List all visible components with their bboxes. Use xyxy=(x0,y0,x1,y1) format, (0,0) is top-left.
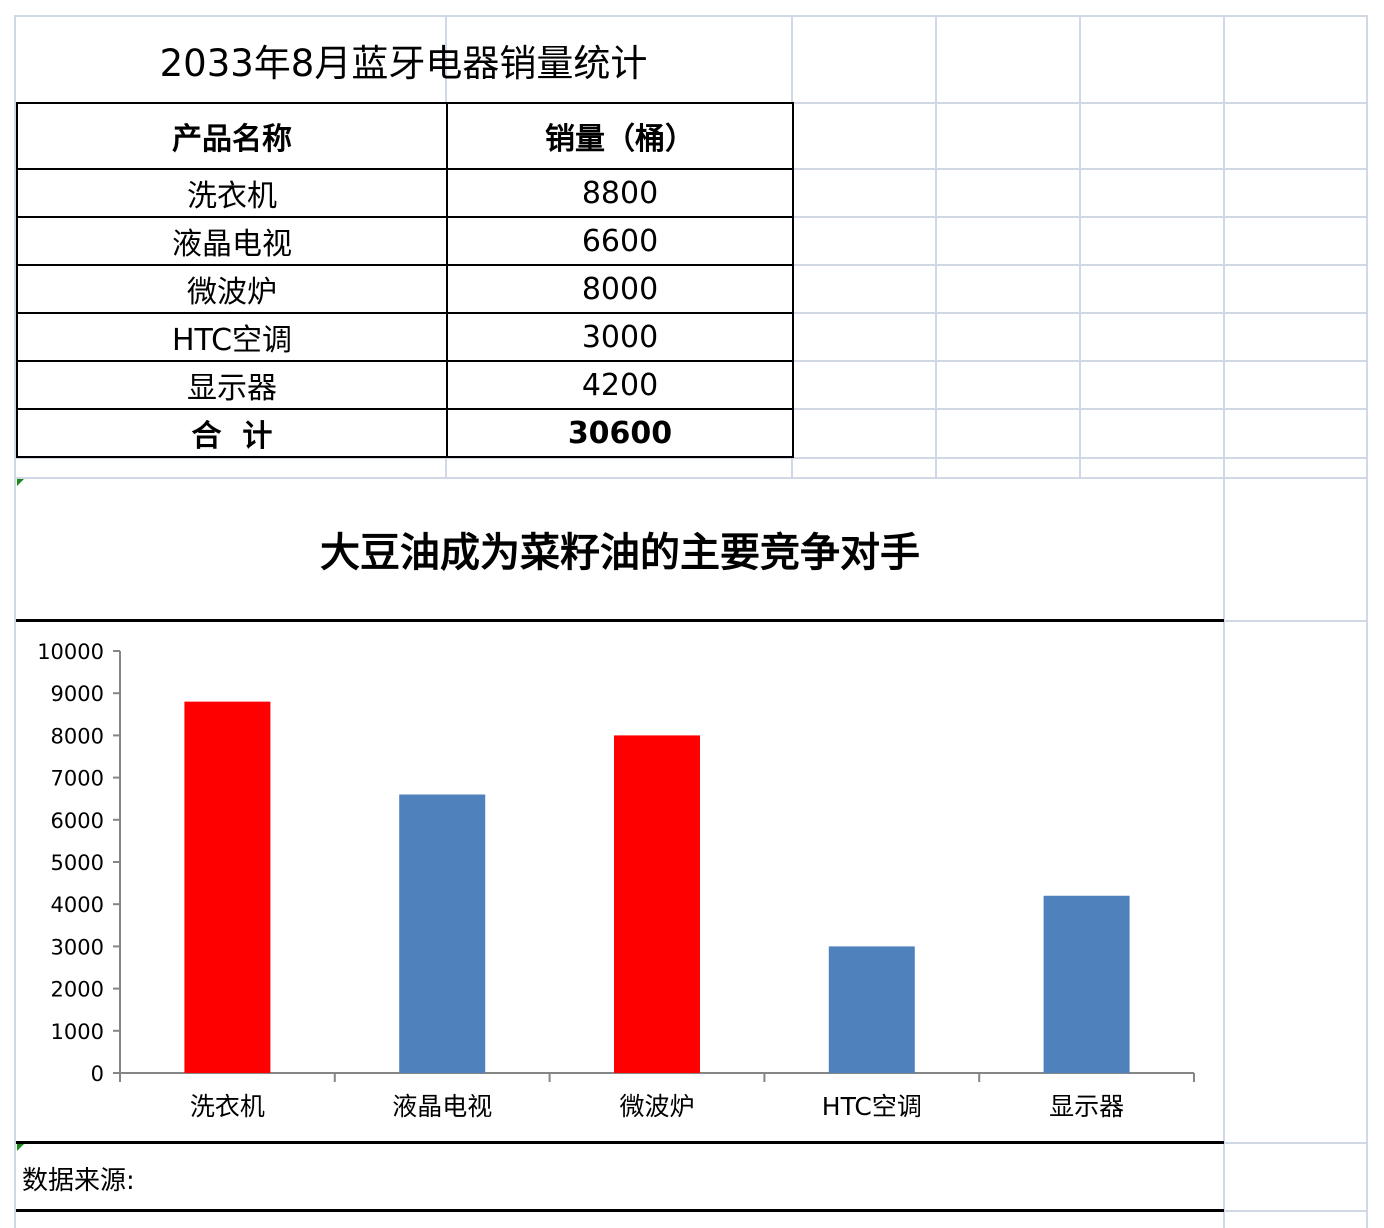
sales-table: 产品名称 销量（桶） 洗衣机 8800 液晶电视 6600 微波炉 8000 H… xyxy=(16,102,794,458)
bar-1[interactable] xyxy=(399,794,486,1073)
y-tick-label: 0 xyxy=(91,1062,104,1086)
grid-line-h xyxy=(1223,1142,1367,1144)
table-row: 微波炉 8000 xyxy=(16,264,794,314)
chart-top-border xyxy=(16,619,1224,622)
grid-line-h xyxy=(1223,620,1367,622)
grid-line-h xyxy=(791,168,1367,170)
table-row: 洗衣机 8800 xyxy=(16,168,794,218)
table-header-row: 产品名称 销量（桶） xyxy=(16,102,794,170)
table-total-row: 合 计 30600 xyxy=(16,408,794,458)
grid-line-h xyxy=(14,457,1367,459)
grid-line-v xyxy=(1079,15,1081,478)
grid-line-h xyxy=(791,264,1367,266)
bar-4[interactable] xyxy=(1043,895,1130,1073)
cell-product-name[interactable]: HTC空调 xyxy=(16,312,448,362)
y-tick-label: 6000 xyxy=(51,809,104,833)
cell-product-name[interactable]: 洗衣机 xyxy=(16,168,448,218)
y-tick-label: 1000 xyxy=(51,1020,104,1044)
x-tick-label: HTC空调 xyxy=(822,1092,922,1121)
header-sales[interactable]: 销量（桶） xyxy=(446,102,794,170)
y-tick-label: 7000 xyxy=(51,767,104,791)
y-tick-label: 3000 xyxy=(51,935,104,959)
y-tick-label: 9000 xyxy=(51,682,104,706)
y-tick-label: 4000 xyxy=(51,893,104,917)
x-tick-label: 液晶电视 xyxy=(392,1092,492,1121)
x-tick-label: 微波炉 xyxy=(619,1092,694,1121)
grid-line-h xyxy=(1223,1210,1367,1212)
cell-product-name[interactable]: 显示器 xyxy=(16,360,448,410)
grid-line-h xyxy=(791,102,1367,104)
x-tick-label: 洗衣机 xyxy=(190,1092,265,1121)
grid-line-v xyxy=(935,15,937,478)
data-source-label[interactable]: 数据来源: xyxy=(22,1166,135,1196)
grid-line-h xyxy=(14,15,1367,17)
table-row: HTC空调 3000 xyxy=(16,312,794,362)
cell-product-name[interactable]: 液晶电视 xyxy=(16,216,448,266)
sheet-bottom-border xyxy=(16,1209,1224,1212)
chart-title[interactable]: 大豆油成为菜籽油的主要竞争对手 xyxy=(320,530,920,576)
y-tick-label: 5000 xyxy=(51,851,104,875)
grid-line-v xyxy=(1366,15,1368,1228)
grid-line-h xyxy=(791,216,1367,218)
cell-total-value[interactable]: 30600 xyxy=(446,408,794,458)
header-product-name[interactable]: 产品名称 xyxy=(16,102,448,170)
grid-line-h xyxy=(791,408,1367,410)
cell-sales-value[interactable]: 8000 xyxy=(446,264,794,314)
bar-3[interactable] xyxy=(828,946,915,1073)
table-row: 显示器 4200 xyxy=(16,360,794,410)
grid-line-v xyxy=(14,15,16,1228)
sheet-title[interactable]: 2033年8月蓝牙电器销量统计 xyxy=(159,41,648,85)
chart-bottom-border xyxy=(16,1141,1224,1144)
cell-comment-marker xyxy=(17,1144,24,1151)
bar-chart[interactable]: 0 1000 2000 3000 4000 5000 6000 7000 8000 9000 100… xyxy=(16,622,1224,1142)
cell-total-label[interactable]: 合 计 xyxy=(16,408,448,458)
cell-sales-value[interactable]: 4200 xyxy=(446,360,794,410)
x-tick-label: 显示器 xyxy=(1049,1092,1124,1121)
bar-2[interactable] xyxy=(614,735,700,1073)
y-tick-label: 2000 xyxy=(51,978,104,1002)
table-row: 液晶电视 6600 xyxy=(16,216,794,266)
cell-sales-value[interactable]: 3000 xyxy=(446,312,794,362)
y-tick-label: 8000 xyxy=(51,724,104,748)
y-tick-label: 10000 xyxy=(37,640,104,664)
cell-comment-marker xyxy=(17,479,24,486)
bar-0[interactable] xyxy=(184,701,271,1073)
grid-line-h xyxy=(791,312,1367,314)
cell-product-name[interactable]: 微波炉 xyxy=(16,264,448,314)
cell-sales-value[interactable]: 6600 xyxy=(446,216,794,266)
grid-line-h xyxy=(791,360,1367,362)
grid-line-h xyxy=(14,477,1367,479)
cell-sales-value[interactable]: 8800 xyxy=(446,168,794,218)
